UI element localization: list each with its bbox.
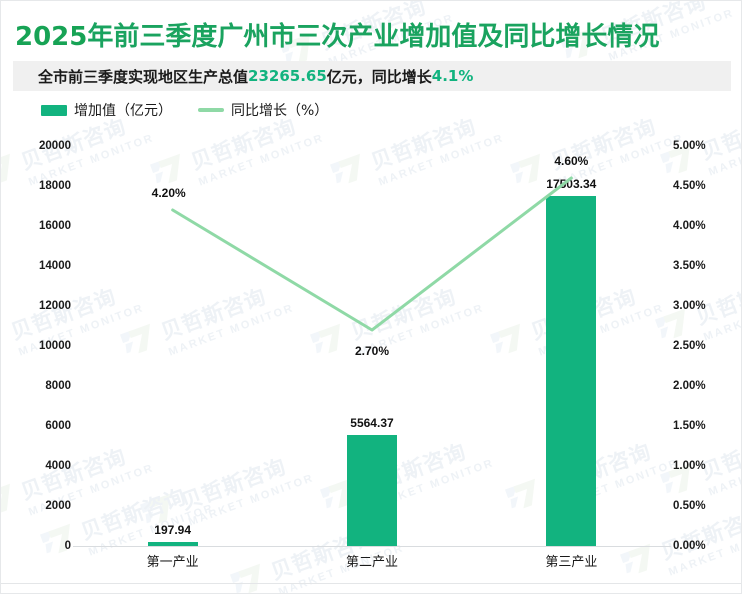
y-axis-right: 5.00% 4.50% 4.00% 3.50% 3.00% 2.50% 2.00% 1.50%… <box>673 131 735 552</box>
y-axis-right-tick: 1.50% <box>673 420 706 432</box>
y-axis-left-tick: 6000 <box>45 420 71 432</box>
y-axis-right-tick: 5.00% <box>673 140 706 152</box>
title-text: 年前三季度广州市三次产业增加值及同比增长情况 <box>87 22 660 52</box>
legend-swatch-line-icon <box>198 108 224 112</box>
y-axis-left-tick: 2000 <box>45 500 71 512</box>
y-axis-left-tick: 20000 <box>39 140 71 152</box>
y-axis-right-tick: 2.00% <box>673 380 706 392</box>
y-axis-left-tick: 10000 <box>39 340 71 352</box>
bar-slot: 197.94 <box>73 131 272 546</box>
subtitle-text-2: 亿元，同比增长 <box>326 67 432 86</box>
y-axis-right-tick: 3.00% <box>673 300 706 312</box>
y-axis-left: 20000 18000 16000 14000 12000 10000 8000 6000 40… <box>9 131 71 552</box>
axis-baseline <box>73 546 671 547</box>
x-axis-labels: 第一产业 第二产业 第三产业 <box>73 551 671 581</box>
bar[interactable] <box>147 542 198 546</box>
title-year: 2025 <box>15 22 88 52</box>
legend-item-line[interactable]: 同比增长（%） <box>198 100 328 120</box>
y-axis-right-tick: 4.00% <box>673 220 706 232</box>
x-axis-tick-label: 第一产业 <box>146 555 199 570</box>
subtitle-growth-value: 4.1% <box>431 67 474 85</box>
y-axis-left-tick: 4000 <box>45 460 71 472</box>
legend-label-line: 同比增长（%） <box>231 103 329 119</box>
x-axis-tick-label: 第三产业 <box>545 555 598 570</box>
y-axis-left-tick: 16000 <box>39 220 71 232</box>
bar-slot: 17503.34 <box>472 131 671 546</box>
bar-value-label: 197.94 <box>154 523 192 538</box>
bar-slot: 5564.37 <box>272 131 471 546</box>
subtitle-gdp-value: 23265.65 <box>248 67 327 85</box>
line-value-label: 4.20% <box>151 186 186 200</box>
y-axis-right-tick: 0.00% <box>673 540 706 552</box>
bar-value-label: 5564.37 <box>350 415 394 430</box>
bottom-divider <box>1 583 741 584</box>
page-title: 2025年前三季度广州市三次产业增加值及同比增长情况 <box>15 16 731 53</box>
y-axis-left-tick: 0 <box>64 540 71 552</box>
y-axis-right-tick: 4.50% <box>673 180 706 192</box>
line-value-label: 2.70% <box>354 344 390 358</box>
line-series <box>171 176 573 332</box>
bar[interactable] <box>346 434 397 546</box>
growth-line[interactable] <box>171 176 573 332</box>
bar[interactable] <box>546 195 597 546</box>
plot-area: 20000 18000 16000 14000 12000 10000 8000 6000 40… <box>1 131 741 593</box>
y-axis-right-tick: 1.00% <box>673 460 706 472</box>
y-axis-left-tick: 12000 <box>39 300 71 312</box>
legend-swatch-bar-icon <box>41 104 67 116</box>
x-axis-tick-label: 第二产业 <box>345 555 398 570</box>
line-value-label: 4.60% <box>554 154 589 168</box>
y-axis-left-tick: 8000 <box>45 380 71 392</box>
chart-legend: 增加值（亿元） 同比增长（%） <box>41 100 328 120</box>
subtitle-text-1: 全市前三季度实现地区生产总值 <box>38 67 249 86</box>
y-axis-right-tick: 2.50% <box>673 340 706 352</box>
y-axis-left-tick: 18000 <box>39 180 71 192</box>
legend-label-bar: 增加值（亿元） <box>74 103 172 119</box>
y-axis-right-tick: 0.50% <box>673 500 706 512</box>
subtitle-band: 全市前三季度实现地区生产总值 23265.65 亿元，同比增长 4.1% <box>13 61 731 91</box>
legend-item-bar[interactable]: 增加值（亿元） <box>41 100 172 120</box>
bar-series: 197.94 5564.37 17503.34 <box>73 131 671 546</box>
y-axis-left-tick: 14000 <box>39 260 71 272</box>
y-axis-right-tick: 3.50% <box>673 260 706 272</box>
